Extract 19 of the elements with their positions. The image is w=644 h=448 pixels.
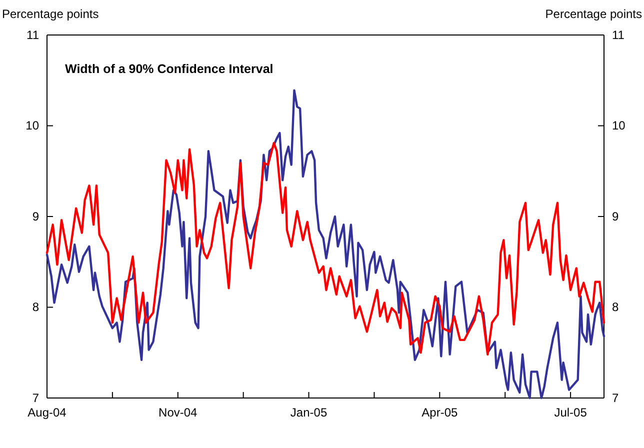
line-series (46, 142, 606, 356)
y-tick-label: 9 (32, 209, 40, 224)
y-tick-label: 7 (32, 390, 40, 405)
y2-tick-label: 10 (612, 118, 626, 133)
x-tick-label: Aug-04 (28, 406, 67, 420)
y-axis-title: Percentage points (2, 7, 99, 21)
x-tick-label: Jan-05 (290, 406, 328, 420)
x-tick-label: Apr-05 (422, 406, 458, 420)
text: Width of a 90% Confidence Interval (65, 62, 274, 76)
y2-axis-title: Percentage points (545, 7, 642, 21)
x-tick-label: Jul-05 (554, 406, 588, 420)
y-tick-label: 8 (32, 300, 40, 314)
y2-tick-label: 9 (612, 209, 619, 224)
y2-tick-label: 11 (612, 28, 625, 42)
x-tick-label: Nov-04 (158, 406, 198, 420)
y-tick-label: 11 (26, 28, 40, 42)
y2-tick-label: 8 (612, 300, 619, 314)
y-tick-label: 10 (26, 118, 40, 133)
y2-tick-label: 7 (612, 390, 619, 405)
